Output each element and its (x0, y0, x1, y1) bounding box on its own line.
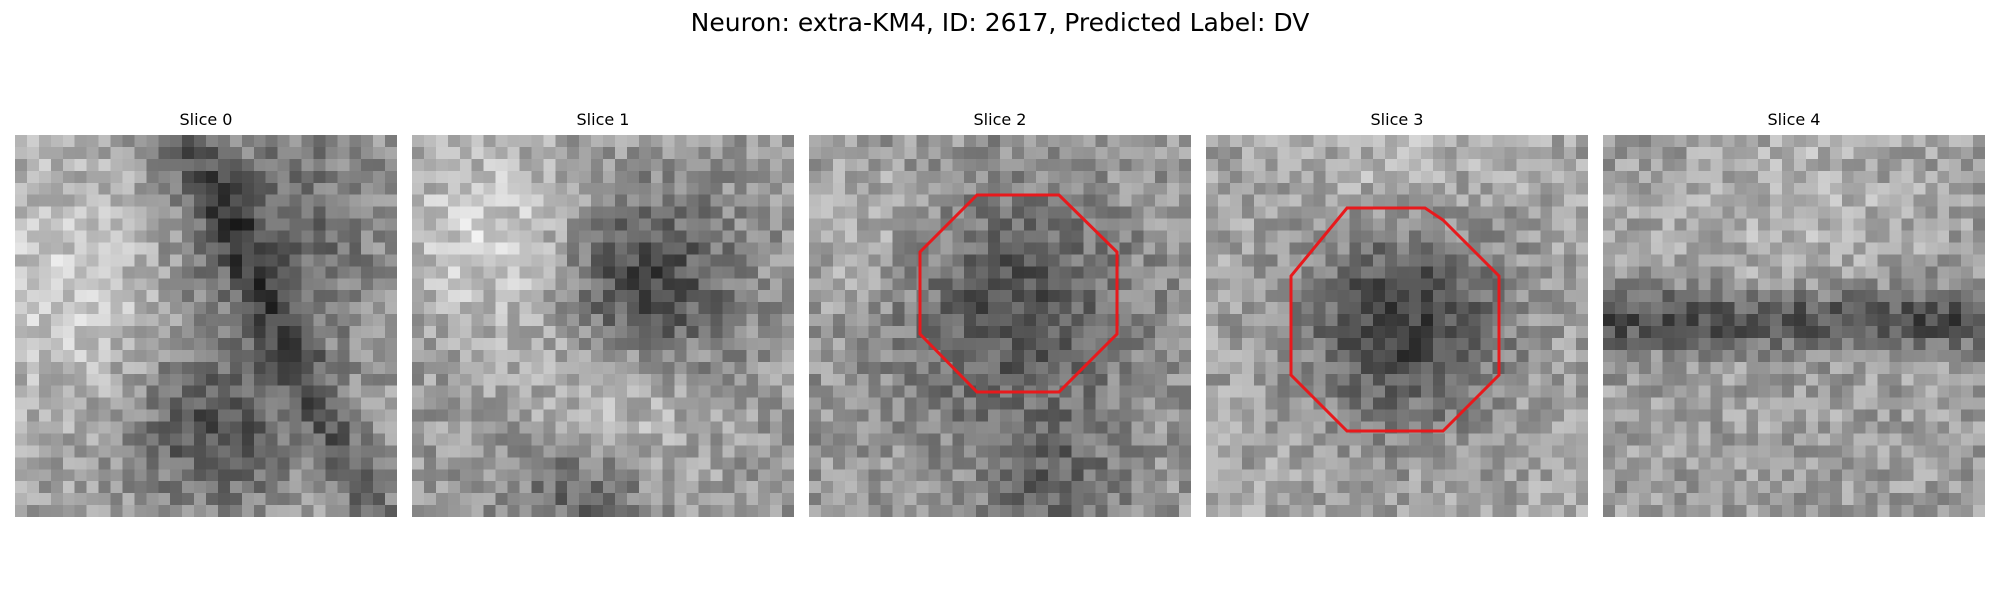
slice-panel-4: Slice 4 (1603, 108, 1985, 517)
slice-image (15, 135, 397, 517)
slice-title: Slice 2 (973, 110, 1027, 129)
roi-octagon (1289, 206, 1501, 433)
slice-panel-1: Slice 1 (412, 108, 794, 517)
slice-image (809, 135, 1191, 517)
slice-panel-0: Slice 0 (15, 108, 397, 517)
slice-title: Slice 1 (576, 110, 630, 129)
roi-overlay (918, 193, 1119, 394)
roi-octagon (918, 193, 1119, 394)
slice-image (1603, 135, 1985, 517)
slice-panel-2: Slice 2 (809, 108, 1191, 517)
roi-overlay (1289, 206, 1501, 433)
slice-title: Slice 3 (1370, 110, 1424, 129)
figure-title: Neuron: extra-KM4, ID: 2617, Predicted L… (690, 8, 1310, 37)
slice-title: Slice 0 (179, 110, 233, 129)
slice-title: Slice 4 (1767, 110, 1821, 129)
slice-panel-3: Slice 3 (1206, 108, 1588, 517)
slice-image (1206, 135, 1588, 517)
slice-image (412, 135, 794, 517)
